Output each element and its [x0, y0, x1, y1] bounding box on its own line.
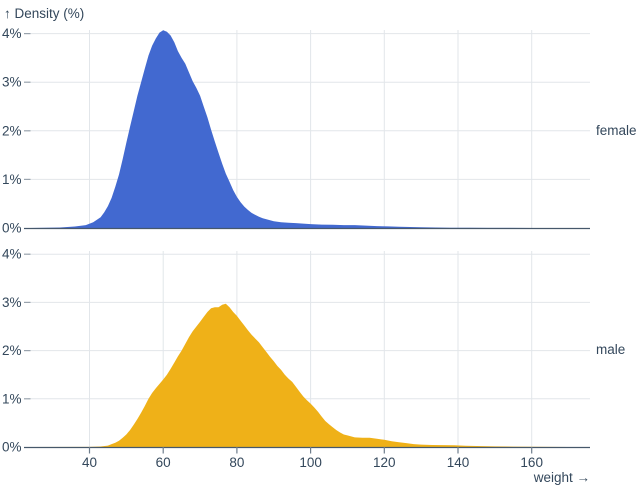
y-tick-label: 0%	[2, 221, 22, 236]
x-tick-label: 120	[373, 455, 396, 470]
x-tick-label: 100	[299, 455, 322, 470]
y-tick-label: 3%	[2, 75, 22, 90]
y-tick-label: 2%	[2, 123, 22, 138]
y-tick-label: 4%	[2, 247, 22, 262]
y-tick-label: 4%	[2, 26, 22, 41]
x-axis-label: weight →	[533, 470, 590, 485]
x-tick-label: 40	[82, 455, 97, 470]
x-tick-label: 60	[156, 455, 171, 470]
y-tick-label: 1%	[2, 391, 22, 406]
density-area-female	[28, 30, 590, 229]
x-tick-label: 140	[447, 455, 470, 470]
y-tick-label: 1%	[2, 172, 22, 187]
facet-label-female: female	[596, 123, 637, 138]
facet-label-male: male	[596, 342, 626, 357]
y-axis-title: ↑ Density (%)	[4, 6, 85, 21]
y-tick-label: 2%	[2, 343, 22, 358]
x-tick-label: 160	[520, 455, 543, 470]
y-tick-label: 3%	[2, 295, 22, 310]
x-tick-label: 80	[229, 455, 244, 470]
y-tick-label: 0%	[2, 440, 22, 455]
density-area-male	[28, 303, 590, 447]
